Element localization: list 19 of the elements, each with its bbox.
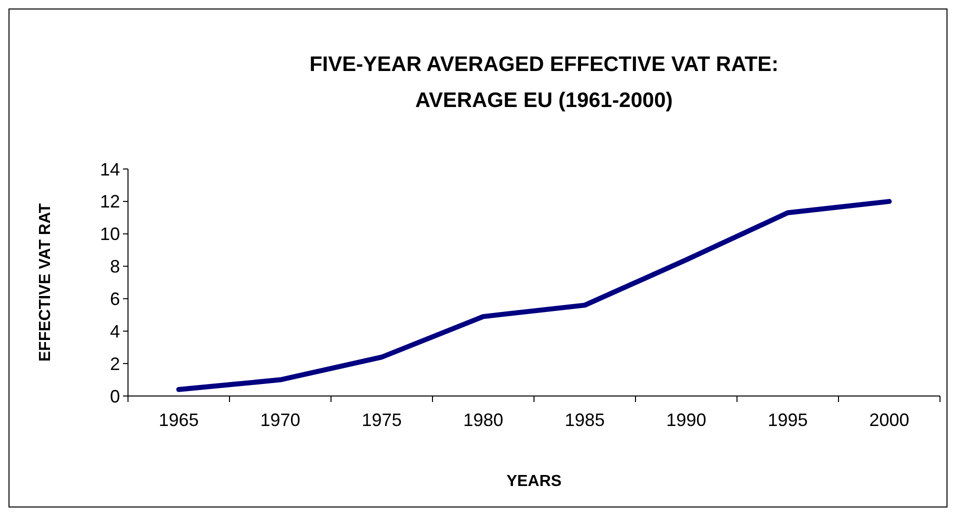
- x-tick-label: 2000: [869, 410, 910, 430]
- x-tick-label: 1970: [260, 410, 300, 430]
- y-axis-title: EFFECTIVE VAT RAT: [37, 203, 54, 362]
- x-tick-label: 1980: [463, 410, 504, 430]
- x-tick-label: 1990: [666, 410, 706, 430]
- y-tick-label: 10: [100, 224, 120, 244]
- x-tick-label: 1995: [768, 410, 808, 430]
- y-tick-label: 2: [110, 354, 120, 374]
- y-tick-label: 14: [100, 159, 120, 180]
- x-tick-label: 1965: [158, 410, 199, 430]
- y-tick-label: 8: [110, 256, 120, 277]
- y-tick-label: 4: [110, 321, 120, 342]
- x-tick-label: 1975: [362, 410, 402, 430]
- y-tick-label: 6: [110, 289, 120, 310]
- y-tick-label: 12: [100, 192, 120, 212]
- x-axis-title: YEARS: [506, 473, 562, 490]
- x-tick-label: 1985: [564, 410, 605, 430]
- y-tick-label: 0: [110, 386, 120, 406]
- chart-title: FIVE-YEAR AVERAGED EFFECTIVE VAT RATE: AVERAGE EU (1961-2000): [309, 53, 779, 112]
